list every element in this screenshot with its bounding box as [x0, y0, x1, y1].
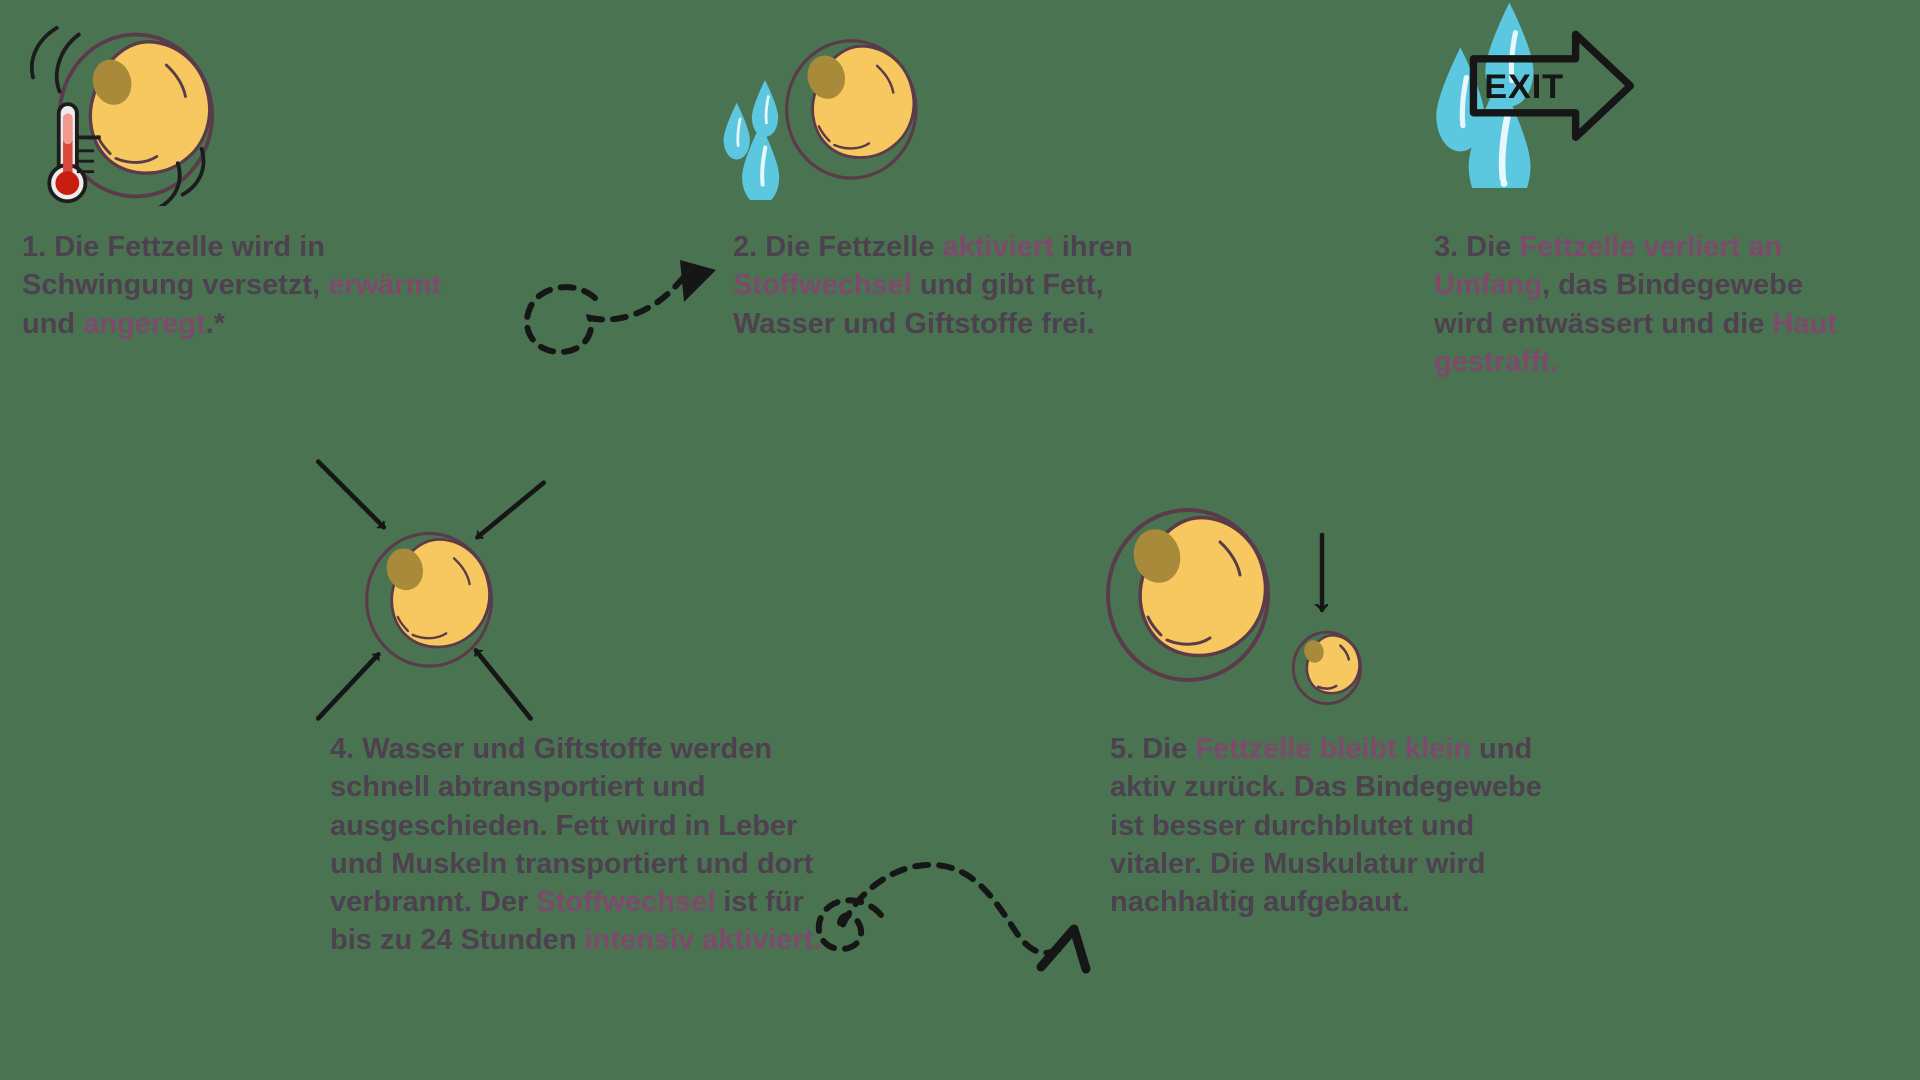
svg-text:EXIT: EXIT [1484, 68, 1564, 106]
